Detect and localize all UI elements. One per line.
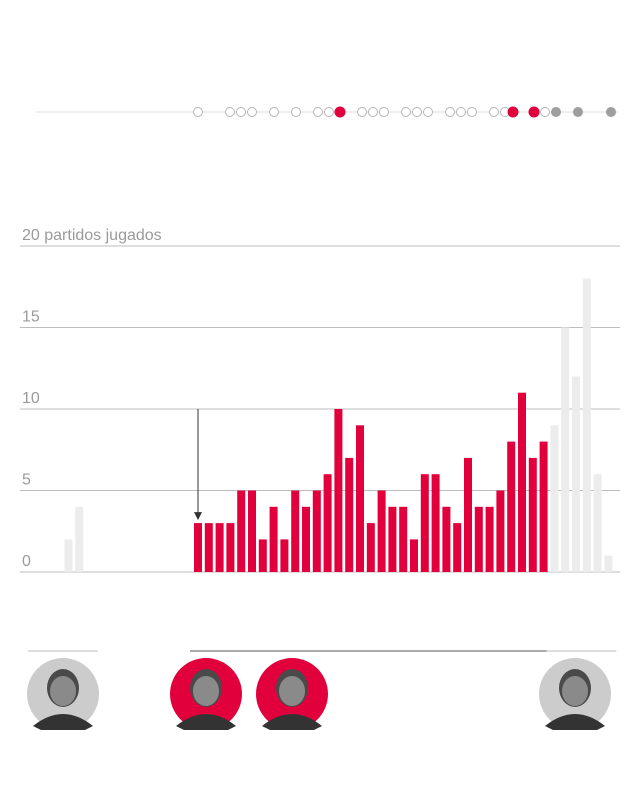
bar <box>442 506 451 572</box>
timeline-dot <box>412 107 422 117</box>
bar <box>420 474 429 572</box>
annotation-arrow-head <box>194 512 202 521</box>
bar <box>496 490 505 572</box>
timeline-dot <box>357 107 367 117</box>
bar <box>431 474 440 572</box>
bar <box>75 506 84 572</box>
bar <box>194 523 202 572</box>
bar <box>485 506 494 572</box>
bar <box>356 425 364 572</box>
timeline-dot <box>225 107 235 117</box>
bar <box>582 278 591 572</box>
bar <box>464 457 472 572</box>
bar <box>323 474 332 572</box>
timeline-dot <box>606 107 616 117</box>
timeline-dot <box>540 107 550 117</box>
timeline-dot <box>379 107 389 117</box>
bar <box>410 539 418 572</box>
timeline-dot <box>368 107 378 117</box>
bar <box>280 539 289 572</box>
portrait-coach-1 <box>27 658 99 730</box>
bar <box>269 506 278 572</box>
bar <box>237 490 246 572</box>
bar <box>507 441 516 572</box>
timeline-dot <box>573 107 583 117</box>
timeline-dot <box>236 107 246 117</box>
y-tick-label: 0 <box>22 553 31 570</box>
bar <box>604 555 613 572</box>
portrait-coach-4 <box>539 658 611 730</box>
bar <box>226 523 235 572</box>
bar <box>453 523 462 572</box>
bar <box>518 392 526 572</box>
portrait-coach-2 <box>170 658 242 730</box>
timeline-dot <box>401 107 411 117</box>
bar <box>366 523 375 572</box>
timeline-dot <box>313 107 323 117</box>
bar <box>550 425 559 572</box>
timeline-dot <box>269 107 279 117</box>
timeline-dot <box>193 107 203 117</box>
bar <box>248 490 256 572</box>
timeline <box>36 106 618 118</box>
coach-portraits <box>27 650 617 730</box>
bar <box>345 457 354 572</box>
timeline-dot <box>489 107 499 117</box>
bar <box>593 474 602 572</box>
y-axis-title: 20 partidos jugados <box>22 227 162 244</box>
portrait-coach-3 <box>256 658 328 730</box>
bar <box>204 523 213 572</box>
bar <box>312 490 321 572</box>
y-tick-label: 15 <box>22 309 40 326</box>
bar <box>302 506 310 572</box>
bar <box>291 490 300 572</box>
bar <box>474 506 483 572</box>
timeline-dot <box>445 107 455 117</box>
timeline-dot <box>528 106 540 118</box>
timeline-dot <box>507 106 519 118</box>
bar <box>561 327 570 572</box>
timeline-dot <box>291 107 301 117</box>
bar <box>64 539 73 572</box>
bar <box>572 376 580 572</box>
bar <box>528 457 537 572</box>
timeline-dot <box>334 106 346 118</box>
timeline-dot <box>456 107 466 117</box>
bar <box>388 506 397 572</box>
timeline-dot <box>324 107 334 117</box>
bar <box>539 441 548 572</box>
timeline-dot <box>423 107 433 117</box>
y-tick-label: 10 <box>22 390 40 407</box>
bar <box>258 539 267 572</box>
timeline-dot <box>247 107 257 117</box>
bar <box>215 523 224 572</box>
y-tick-label: 5 <box>22 472 31 489</box>
bar <box>334 409 343 572</box>
bar <box>399 506 408 572</box>
bar-chart: 0 5 10 15 20 partidos jugados <box>20 227 620 573</box>
timeline-dot <box>551 107 561 117</box>
bar <box>377 490 386 572</box>
timeline-dot <box>467 107 477 117</box>
